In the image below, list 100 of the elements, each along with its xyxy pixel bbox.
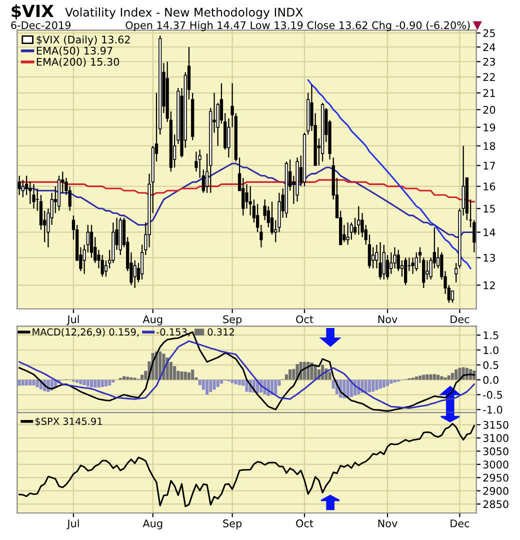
bar xyxy=(429,374,432,380)
bar xyxy=(328,372,332,380)
bar xyxy=(173,366,176,380)
x-tick-label: Jul xyxy=(66,519,79,530)
y-tick-label: 20 xyxy=(483,106,496,114)
bar xyxy=(140,374,144,380)
x-tick-label: Dec xyxy=(450,315,470,324)
x-tick-label: Nov xyxy=(378,315,398,324)
legend-label: EMA(200) 15.30 xyxy=(36,58,120,67)
bar xyxy=(82,380,86,386)
y-tick-label: 25 xyxy=(483,29,495,38)
bar xyxy=(382,380,386,388)
bar xyxy=(108,380,112,386)
annotation: Open 14.37 High 14.47 Low 13.19 Close 13.62 Chg -0.90 (-6.20%) xyxy=(126,21,470,32)
y-tick-label: 19 xyxy=(484,124,496,132)
bar xyxy=(306,362,310,380)
bar xyxy=(79,380,82,384)
y-tick-label: 3100 xyxy=(483,434,508,442)
bar xyxy=(444,377,447,380)
y-tick-label: -1.0 xyxy=(483,406,502,414)
bar xyxy=(447,375,450,380)
candlestick xyxy=(21,179,25,198)
bar xyxy=(238,380,242,386)
candlestick xyxy=(414,252,418,272)
bar xyxy=(440,376,444,380)
y-tick-label: 0.0 xyxy=(483,376,498,384)
y-tick-label: 0.5 xyxy=(483,361,498,369)
bar xyxy=(234,380,238,384)
bar xyxy=(454,369,458,380)
candlestick xyxy=(18,175,21,196)
bar xyxy=(21,380,24,386)
bar xyxy=(180,371,184,380)
y-tick-label: 22 xyxy=(483,73,495,81)
bar xyxy=(184,372,187,380)
bar xyxy=(209,380,212,392)
bar xyxy=(76,380,79,383)
bar xyxy=(274,380,278,394)
y-tick-label: 12 xyxy=(484,281,495,290)
candlestick xyxy=(242,177,245,216)
bar xyxy=(450,372,454,380)
y-tick-label: 14 xyxy=(484,228,496,236)
y-tick-label: 17 xyxy=(484,162,495,170)
candlestick xyxy=(382,244,386,280)
bar xyxy=(28,380,32,386)
y-tick-label: 1.5 xyxy=(484,331,498,340)
y-tick-label: 21 xyxy=(483,89,495,97)
bar xyxy=(436,374,440,380)
x-tick-label: Oct xyxy=(296,519,314,528)
bar xyxy=(169,362,172,380)
bar xyxy=(432,374,436,380)
legend-label: MACD(12,26,9) 0.159, xyxy=(32,328,139,337)
y-tick-label: -0.5 xyxy=(483,390,502,399)
bar xyxy=(364,380,368,393)
y-tick-label: 16 xyxy=(484,182,496,190)
y-tick-label: 15 xyxy=(484,204,495,213)
x-tick-label: Aug xyxy=(142,315,162,326)
y-tick-label: 2900 xyxy=(483,487,508,495)
y-tick-label: 24 xyxy=(483,43,496,51)
bar xyxy=(372,380,375,392)
legend-label: 0.312 xyxy=(208,328,234,336)
bar xyxy=(368,380,372,392)
candlestick xyxy=(411,257,414,274)
chart-subtitle: Volatility Index - New Methodology INDX xyxy=(65,8,303,19)
x-tick-label: Nov xyxy=(378,520,398,528)
bar xyxy=(216,380,220,387)
bar xyxy=(25,380,28,386)
y-tick-label: 3150 xyxy=(483,420,508,429)
bar xyxy=(426,374,429,380)
text: 6-Dec-2019 xyxy=(11,21,70,30)
bar xyxy=(230,380,234,384)
x-tick-label: Oct xyxy=(296,315,314,324)
bar xyxy=(375,380,378,390)
candlestick xyxy=(390,252,393,274)
bar xyxy=(288,369,292,380)
bar xyxy=(130,377,133,380)
legend-label: EMA(50) 13.97 xyxy=(36,46,112,56)
candlestick xyxy=(426,260,429,280)
bar xyxy=(122,376,126,380)
bar xyxy=(104,380,108,386)
candlestick xyxy=(372,246,375,269)
bar xyxy=(32,380,36,386)
y-tick-label: 1.0 xyxy=(484,346,498,354)
legend-label: $SPX 3145.91 xyxy=(35,417,102,426)
candlestick xyxy=(350,222,353,240)
candlestick xyxy=(357,206,360,236)
bar xyxy=(100,380,104,387)
bar xyxy=(90,380,94,388)
bar xyxy=(112,380,115,382)
bar xyxy=(191,370,194,380)
bar xyxy=(36,380,39,388)
bar xyxy=(126,376,130,380)
candlestick xyxy=(100,254,104,278)
legend-label: -0.153, xyxy=(156,328,190,337)
bar xyxy=(378,380,382,389)
bar xyxy=(94,380,97,388)
bar xyxy=(97,380,100,388)
bar xyxy=(187,372,191,380)
bar xyxy=(422,374,426,380)
bar xyxy=(86,380,90,386)
bar xyxy=(310,362,314,380)
